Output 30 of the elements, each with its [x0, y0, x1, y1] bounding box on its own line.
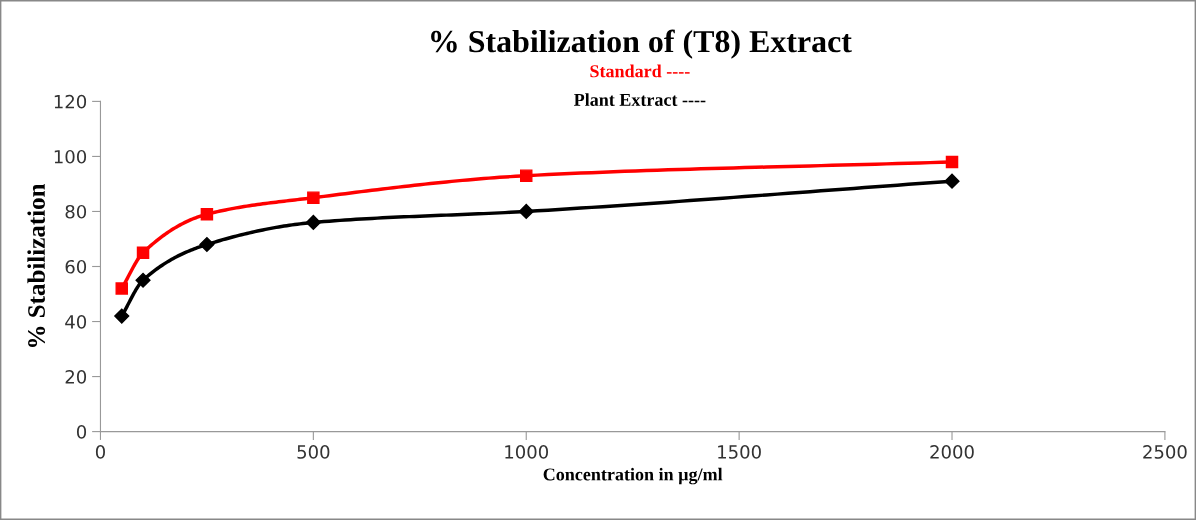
x-axis-title: Concentration in µg/ml: [543, 467, 723, 485]
point: [115, 282, 129, 295]
point: [519, 169, 533, 182]
point: [135, 272, 151, 288]
x-tick-label: 1500: [718, 445, 761, 459]
point: [199, 236, 215, 253]
point: [114, 308, 130, 324]
x-tick-label: 2000: [930, 445, 974, 459]
y-tick-label: 60: [65, 259, 87, 274]
point: [944, 173, 960, 189]
point: [305, 214, 321, 231]
x-tick-label: 1000: [505, 445, 549, 459]
x-tick-label: 500: [297, 445, 330, 459]
point: [518, 203, 534, 220]
point: [945, 155, 959, 169]
y-tick-label: 80: [65, 204, 87, 219]
point: [200, 207, 214, 221]
y-tick-label: 40: [65, 314, 87, 329]
point: [307, 191, 320, 204]
x-tick-label: 0: [95, 445, 106, 459]
text: Plant Extract ----: [573, 93, 706, 106]
chart-title: % Stabilization of (T8) Extract: [431, 29, 852, 59]
y-axis-title: % Stabilization: [27, 183, 46, 347]
y-tick-label: 120: [54, 94, 87, 109]
y-tick-label: 100: [54, 149, 87, 164]
y-tick-label: 0: [76, 425, 87, 439]
text: Standard ----: [590, 64, 690, 78]
y-tick-label: 20: [65, 370, 87, 384]
point: [136, 246, 150, 259]
x-tick-label: 2500: [1143, 445, 1187, 459]
